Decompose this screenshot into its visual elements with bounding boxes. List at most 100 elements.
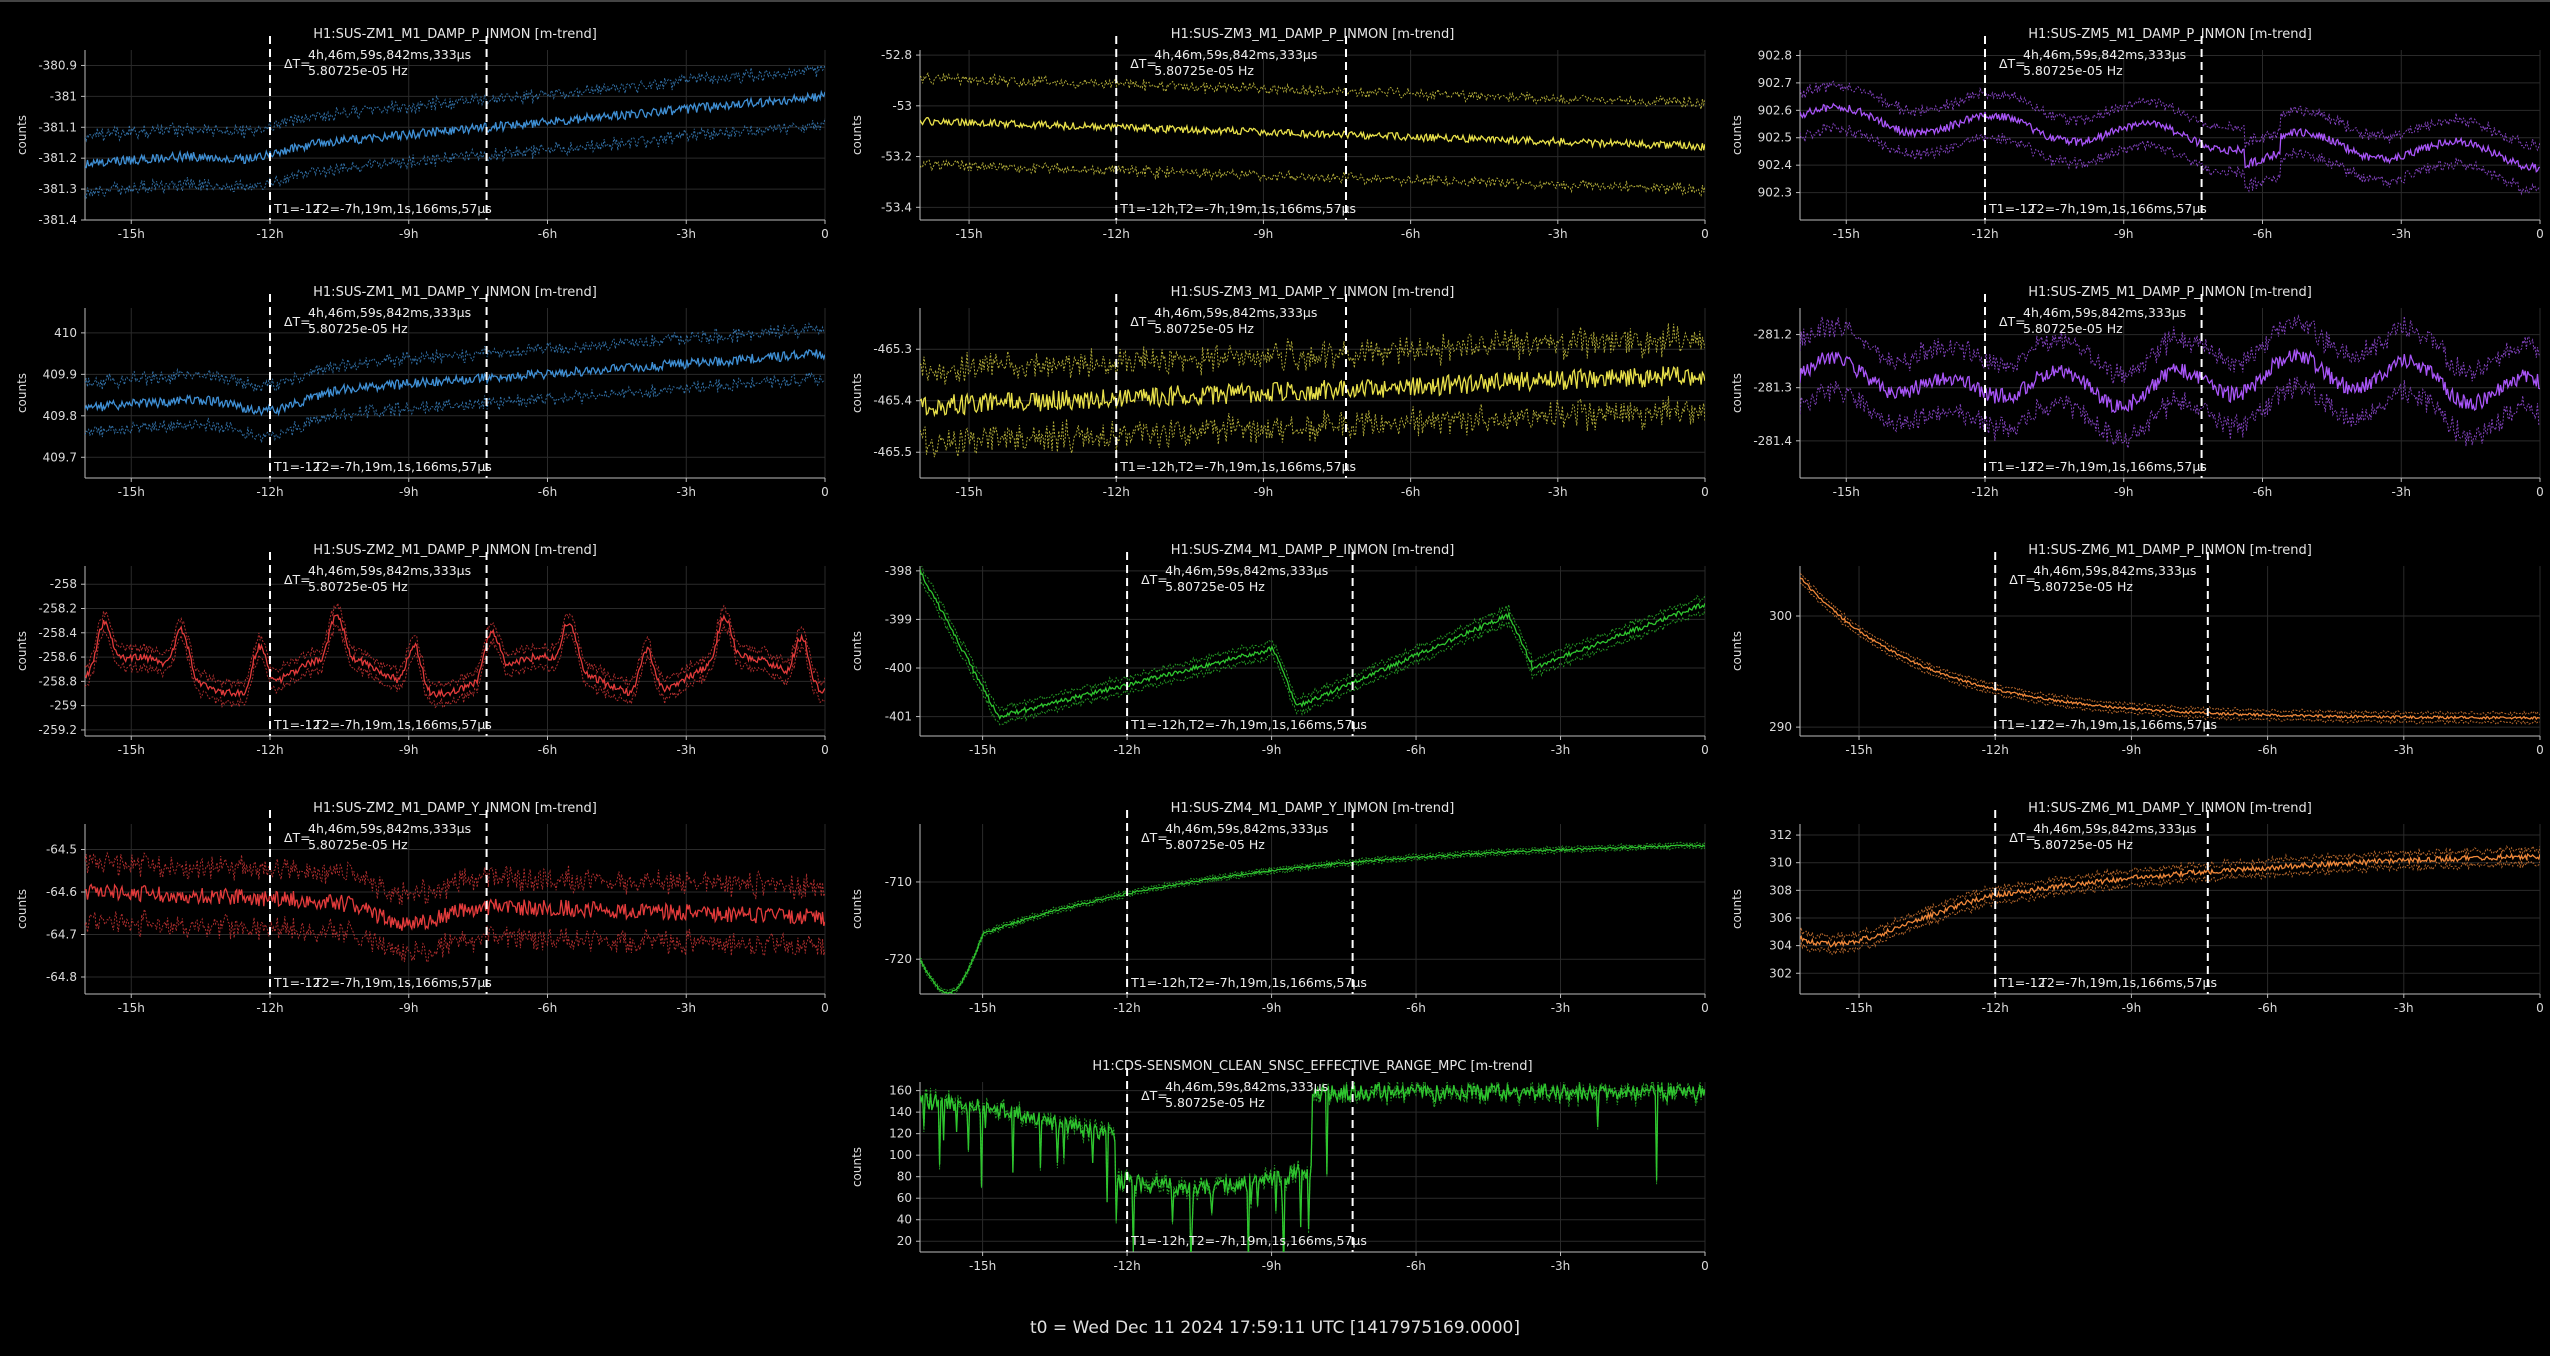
x-tick-label: -3h: [2394, 1001, 2414, 1015]
min-trend-line: [1800, 857, 2540, 956]
x-tick-label: 0: [1701, 743, 1709, 757]
y-tick-label: 60: [897, 1191, 912, 1205]
chart-panel[interactable]: H1:SUS-ZM1_M1_DAMP_Y_INMON [m-trend] 410 4…: [0, 272, 835, 518]
chart-svg[interactable]: H1:SUS-ZM4_M1_DAMP_P_INMON [m-trend] -398…: [835, 530, 1715, 776]
x-tick-label: -15h: [1833, 227, 1860, 241]
x-tick-label: -12h: [1971, 227, 1998, 241]
y-tick-label: -381.3: [38, 182, 77, 196]
x-tick-label: -12h: [256, 485, 283, 499]
x-tick-label: 0: [2536, 1001, 2544, 1015]
chart-svg[interactable]: H1:SUS-ZM4_M1_DAMP_Y_INMON [m-trend] -710…: [835, 788, 1715, 1034]
chart-panel[interactable]: H1:SUS-ZM3_M1_DAMP_P_INMON [m-trend] -52.…: [835, 14, 1715, 260]
delta-t-label: ΔT=: [1999, 56, 2026, 71]
chart-svg[interactable]: H1:SUS-ZM5_M1_DAMP_P_INMON [m-trend] 902.…: [1715, 14, 2550, 260]
x-tick-label: -12h: [1103, 485, 1130, 499]
delta-t-value: 4h,46m,59s,842ms,333µs: [308, 47, 471, 62]
chart-svg[interactable]: H1:SUS-ZM6_M1_DAMP_P_INMON [m-trend] 300 2…: [1715, 530, 2550, 776]
y-tick-label: -381: [50, 89, 77, 103]
grid: [920, 50, 1706, 220]
mean-trend-line: [1800, 102, 2540, 173]
y-tick-label: -381.2: [38, 151, 77, 165]
delta-t-label: ΔT=: [1999, 314, 2026, 329]
x-tick-label: 0: [2536, 743, 2544, 757]
y-tick-label: 310: [1769, 856, 1792, 870]
chart-svg[interactable]: H1:SUS-ZM6_M1_DAMP_Y_INMON [m-trend] 312 3…: [1715, 788, 2550, 1034]
y-tick-label: -281.4: [1753, 434, 1792, 448]
mean-trend-line: [85, 614, 825, 699]
mean-trend-line: [1800, 852, 2540, 948]
delta-freq-value: 5.80725e-05 Hz: [2023, 321, 2123, 336]
chart-svg[interactable]: H1:SUS-ZM3_M1_DAMP_Y_INMON [m-trend] -465…: [835, 272, 1715, 518]
x-tick-label: -15h: [118, 227, 145, 241]
t1-label: T1=-12: [273, 975, 320, 990]
chart-panel[interactable]: H1:SUS-ZM2_M1_DAMP_P_INMON [m-trend] -258…: [0, 530, 835, 776]
delta-t-value: 4h,46m,59s,842ms,333µs: [1154, 47, 1317, 62]
chart-panel[interactable]: H1:SUS-ZM4_M1_DAMP_P_INMON [m-trend] -398…: [835, 530, 1715, 776]
x-tick-label: -9h: [2122, 743, 2142, 757]
chart-title: H1:SUS-ZM2_M1_DAMP_Y_INMON [m-trend]: [313, 801, 597, 816]
chart-svg[interactable]: H1:SUS-ZM5_M1_DAMP_P_INMON [m-trend] -281…: [1715, 272, 2550, 518]
y-tick-label: 120: [889, 1127, 912, 1141]
delta-t-label: ΔT=: [1130, 314, 1157, 329]
y-tick-label: -381.4: [38, 213, 77, 227]
chart-svg[interactable]: H1:SUS-ZM1_M1_DAMP_Y_INMON [m-trend] 410 4…: [0, 272, 835, 518]
x-tick-label: -3h: [1551, 1001, 1571, 1015]
chart-title: H1:SUS-ZM3_M1_DAMP_P_INMON [m-trend]: [1171, 27, 1455, 42]
chart-svg[interactable]: H1:CDS-SENSMON_CLEAN_SNSC_EFFECTIVE_RANG…: [835, 1046, 1715, 1292]
y-tick-label: -720: [885, 952, 912, 966]
y-tick-label: 902.4: [1758, 158, 1792, 172]
y-axis-label: counts: [1730, 631, 1744, 671]
min-trend-line: [85, 118, 825, 199]
delta-t-label: ΔT=: [284, 56, 311, 71]
chart-panel[interactable]: H1:SUS-ZM5_M1_DAMP_P_INMON [m-trend] -281…: [1715, 272, 2550, 518]
y-axis-label: counts: [15, 115, 29, 155]
x-tick-label: -12h: [1982, 743, 2009, 757]
delta-t-label: ΔT=: [2009, 572, 2036, 587]
chart-svg[interactable]: H1:SUS-ZM2_M1_DAMP_P_INMON [m-trend] -258…: [0, 530, 835, 776]
chart-svg[interactable]: H1:SUS-ZM1_M1_DAMP_P_INMON [m-trend] -380…: [0, 14, 835, 260]
x-tick-label: -12h: [1113, 743, 1140, 757]
chart-panel[interactable]: H1:SUS-ZM4_M1_DAMP_Y_INMON [m-trend] -710…: [835, 788, 1715, 1034]
y-tick-label: 160: [889, 1084, 912, 1098]
max-trend-line: [1800, 844, 2540, 942]
y-tick-label: -398: [885, 564, 912, 578]
y-tick-label: -53.2: [881, 150, 912, 164]
y-tick-label: -259.2: [38, 723, 77, 737]
chart-title: H1:SUS-ZM6_M1_DAMP_P_INMON [m-trend]: [2028, 543, 2312, 558]
x-tick-label: -15h: [118, 1001, 145, 1015]
x-tick-label: -15h: [1845, 1001, 1872, 1015]
y-tick-label: -281.3: [1753, 381, 1792, 395]
y-tick-label: 40: [897, 1213, 912, 1227]
y-tick-label: -258.2: [38, 602, 77, 616]
x-tick-label: -15h: [1845, 743, 1872, 757]
chart-panel[interactable]: H1:SUS-ZM2_M1_DAMP_Y_INMON [m-trend] -64.…: [0, 788, 835, 1034]
y-tick-label: 308: [1769, 883, 1792, 897]
delta-freq-value: 5.80725e-05 Hz: [2033, 837, 2133, 852]
y-tick-label: 902.6: [1758, 103, 1792, 117]
chart-panel[interactable]: H1:SUS-ZM6_M1_DAMP_Y_INMON [m-trend] 312 3…: [1715, 788, 2550, 1034]
x-tick-label: 0: [1701, 227, 1709, 241]
chart-panel[interactable]: H1:SUS-ZM1_M1_DAMP_P_INMON [m-trend] -380…: [0, 14, 835, 260]
chart-svg[interactable]: H1:SUS-ZM2_M1_DAMP_Y_INMON [m-trend] -64.…: [0, 788, 835, 1034]
chart-panel[interactable]: H1:SUS-ZM6_M1_DAMP_P_INMON [m-trend] 300 2…: [1715, 530, 2550, 776]
x-tick-label: 0: [2536, 485, 2544, 499]
t1-label: T1=-12h,: [1119, 459, 1178, 474]
delta-t-value: 4h,46m,59s,842ms,333µs: [308, 821, 471, 836]
y-tick-label: -281.2: [1753, 328, 1792, 342]
chart-svg[interactable]: H1:SUS-ZM3_M1_DAMP_P_INMON [m-trend] -52.…: [835, 14, 1715, 260]
y-tick-label: -258: [50, 577, 77, 591]
y-axis-label: counts: [15, 373, 29, 413]
t2-label: T2=-7h,19m,1s,166ms,57µs: [2028, 459, 2207, 474]
chart-panel[interactable]: H1:CDS-SENSMON_CLEAN_SNSC_EFFECTIVE_RANG…: [835, 1046, 1715, 1292]
max-trend-line: [1800, 314, 2540, 386]
chart-panel[interactable]: H1:SUS-ZM3_M1_DAMP_Y_INMON [m-trend] -465…: [835, 272, 1715, 518]
traces: [920, 841, 1705, 994]
x-tick-label: -9h: [399, 227, 419, 241]
t2-label: T2=-7h,19m,1s,166ms,57µs: [2038, 717, 2217, 732]
chart-panel[interactable]: H1:SUS-ZM5_M1_DAMP_P_INMON [m-trend] 902.…: [1715, 14, 2550, 260]
chart-title: H1:SUS-ZM4_M1_DAMP_P_INMON [m-trend]: [1171, 543, 1455, 558]
delta-t-value: 4h,46m,59s,842ms,333µs: [2033, 821, 2196, 836]
y-axis-label: counts: [1730, 115, 1744, 155]
delta-t-label: ΔT=: [1141, 1088, 1168, 1103]
y-tick-label: -710: [885, 875, 912, 889]
